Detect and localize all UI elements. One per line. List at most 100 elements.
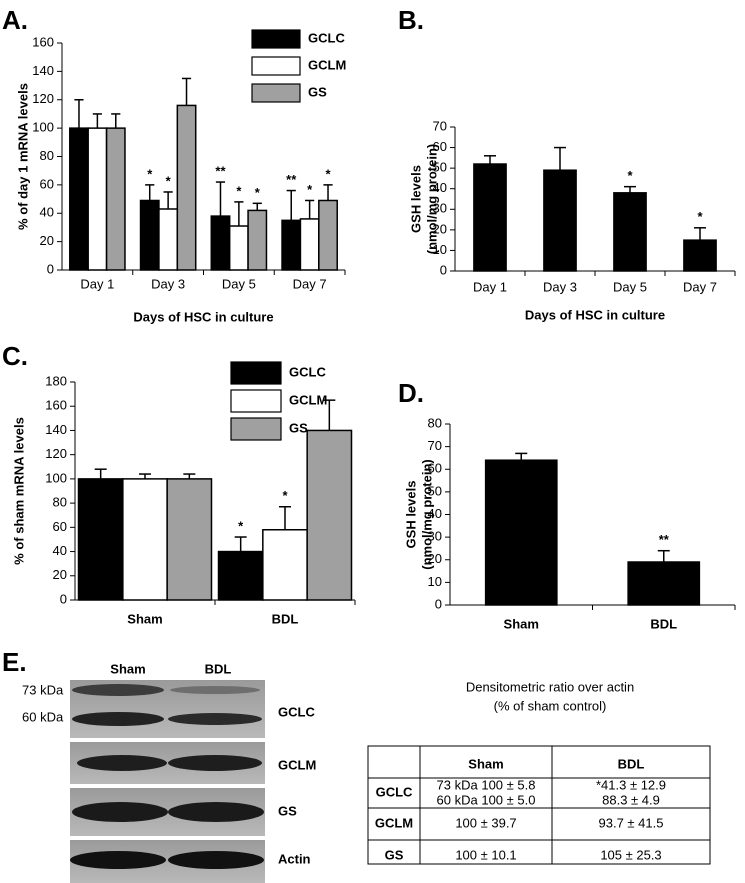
y-tick-label: 10 xyxy=(433,242,447,257)
bar xyxy=(105,127,126,271)
lane-label: Sham xyxy=(110,661,145,676)
panel-label: A. xyxy=(2,5,28,35)
row-header: GS xyxy=(385,847,404,862)
bar xyxy=(158,208,179,271)
error-bar xyxy=(279,505,291,530)
band xyxy=(72,684,164,696)
error-bar xyxy=(145,184,155,201)
cell: 100 ± 39.7 xyxy=(455,815,516,830)
y-tick-label: 20 xyxy=(428,551,442,566)
legend-swatch xyxy=(251,29,301,49)
band xyxy=(168,802,264,822)
error-bar xyxy=(163,191,173,209)
x-tick-label: Day 1 xyxy=(473,279,507,294)
bar xyxy=(613,192,647,272)
error-bar xyxy=(694,227,706,241)
error-bar xyxy=(92,113,102,129)
error-bar xyxy=(554,146,566,171)
band xyxy=(70,851,166,869)
significance-marker: * xyxy=(307,182,313,197)
x-tick-label: BDL xyxy=(272,611,299,626)
legend-label: GCLM xyxy=(289,392,327,407)
y-tick-label: 180 xyxy=(45,373,67,388)
y-tick-label: 0 xyxy=(440,262,447,277)
significance-marker: ** xyxy=(215,163,226,178)
chart-panel: C. % of sham mRNA levels 0 20 40 60 80 100 120 14… xyxy=(2,341,356,626)
band xyxy=(72,802,168,822)
y-tick-label: 60 xyxy=(40,176,54,191)
error-bar xyxy=(74,99,84,129)
bar xyxy=(281,219,302,271)
row-label: Actin xyxy=(278,851,311,866)
y-tick-label: 40 xyxy=(428,506,442,521)
bar xyxy=(473,163,507,272)
column-header: Sham xyxy=(468,756,503,771)
y-tick-label: 80 xyxy=(40,148,54,163)
bar xyxy=(122,478,168,601)
significance-marker: * xyxy=(236,183,242,198)
chart-panel: A. % of day 1 mRNA levels 0 20 40 60 80 100 120 1… xyxy=(2,5,346,325)
y-tick-label: 160 xyxy=(32,34,54,49)
blot: E. Sham BDL 73 kDa 60 kDa GCLC GCLM GS A… xyxy=(2,647,316,883)
error-bar xyxy=(484,155,496,165)
y-axis-label: (nmol/mg protein) xyxy=(424,144,439,255)
y-tick-label: 30 xyxy=(433,201,447,216)
y-axis-label: GSH levels xyxy=(408,165,423,233)
bar xyxy=(484,459,558,606)
bar xyxy=(139,199,160,271)
y-axis-label: (nmol/mg protein) xyxy=(419,459,434,570)
bar xyxy=(69,127,89,271)
x-tick-label: Day 3 xyxy=(151,276,185,291)
lane-label: BDL xyxy=(205,661,232,676)
band xyxy=(77,755,167,771)
error-bar xyxy=(323,184,333,201)
bar xyxy=(247,209,268,271)
bar xyxy=(228,225,249,271)
error-bar xyxy=(111,113,121,129)
y-tick-label: 100 xyxy=(45,470,67,485)
y-tick-label: 120 xyxy=(32,91,54,106)
error-bar xyxy=(657,549,670,563)
significance-marker: * xyxy=(282,488,288,503)
table-border xyxy=(367,745,711,865)
y-tick-label: 100 xyxy=(32,120,54,135)
y-tick-label: 70 xyxy=(433,118,447,133)
x-tick-label: Day 7 xyxy=(683,279,717,294)
table-title: Densitometric ratio over actin xyxy=(466,679,634,694)
bar xyxy=(318,199,338,271)
legend-label: GCLM xyxy=(308,57,346,72)
marker-label: 73 kDa xyxy=(22,682,64,697)
cell: 100 ± 10.1 xyxy=(455,847,516,862)
y-tick-label: 140 xyxy=(45,422,67,437)
y-tick-label: 30 xyxy=(428,529,442,544)
chart-panel: D. GSH levels (nmol/mg protein) 0 10 20 30 40 50… xyxy=(398,378,736,631)
y-tick-label: 60 xyxy=(428,461,442,476)
bar xyxy=(166,478,213,601)
bar xyxy=(176,104,197,271)
error-bar xyxy=(234,536,247,552)
y-tick-label: 20 xyxy=(433,221,447,236)
legend-label: GS xyxy=(308,84,327,99)
y-tick-label: 60 xyxy=(433,139,447,154)
x-tick-label: Sham xyxy=(127,611,162,626)
bar xyxy=(299,218,320,271)
x-tick-label: Day 3 xyxy=(543,279,577,294)
bar xyxy=(77,478,124,601)
error-bar xyxy=(286,189,296,221)
legend-swatch xyxy=(230,417,282,441)
x-tick-label: Day 7 xyxy=(293,276,327,291)
band xyxy=(168,851,264,869)
significance-marker: * xyxy=(238,518,244,533)
error-bar xyxy=(624,185,636,193)
chart-panel: B. GSH levels (nmol/mg protein)0 10 20 30 40 50… xyxy=(398,5,736,322)
y-tick-label: 0 xyxy=(47,261,54,276)
y-tick-label: 20 xyxy=(40,233,54,248)
panel-label: E. xyxy=(2,647,27,677)
bar xyxy=(217,550,264,601)
x-tick-label: Day 5 xyxy=(613,279,647,294)
ratio-table: Densitometric ratio over actin (% of sha… xyxy=(367,679,711,865)
cell: 105 ± 25.3 xyxy=(600,847,661,862)
y-tick-label: 50 xyxy=(428,483,442,498)
band xyxy=(170,686,260,694)
